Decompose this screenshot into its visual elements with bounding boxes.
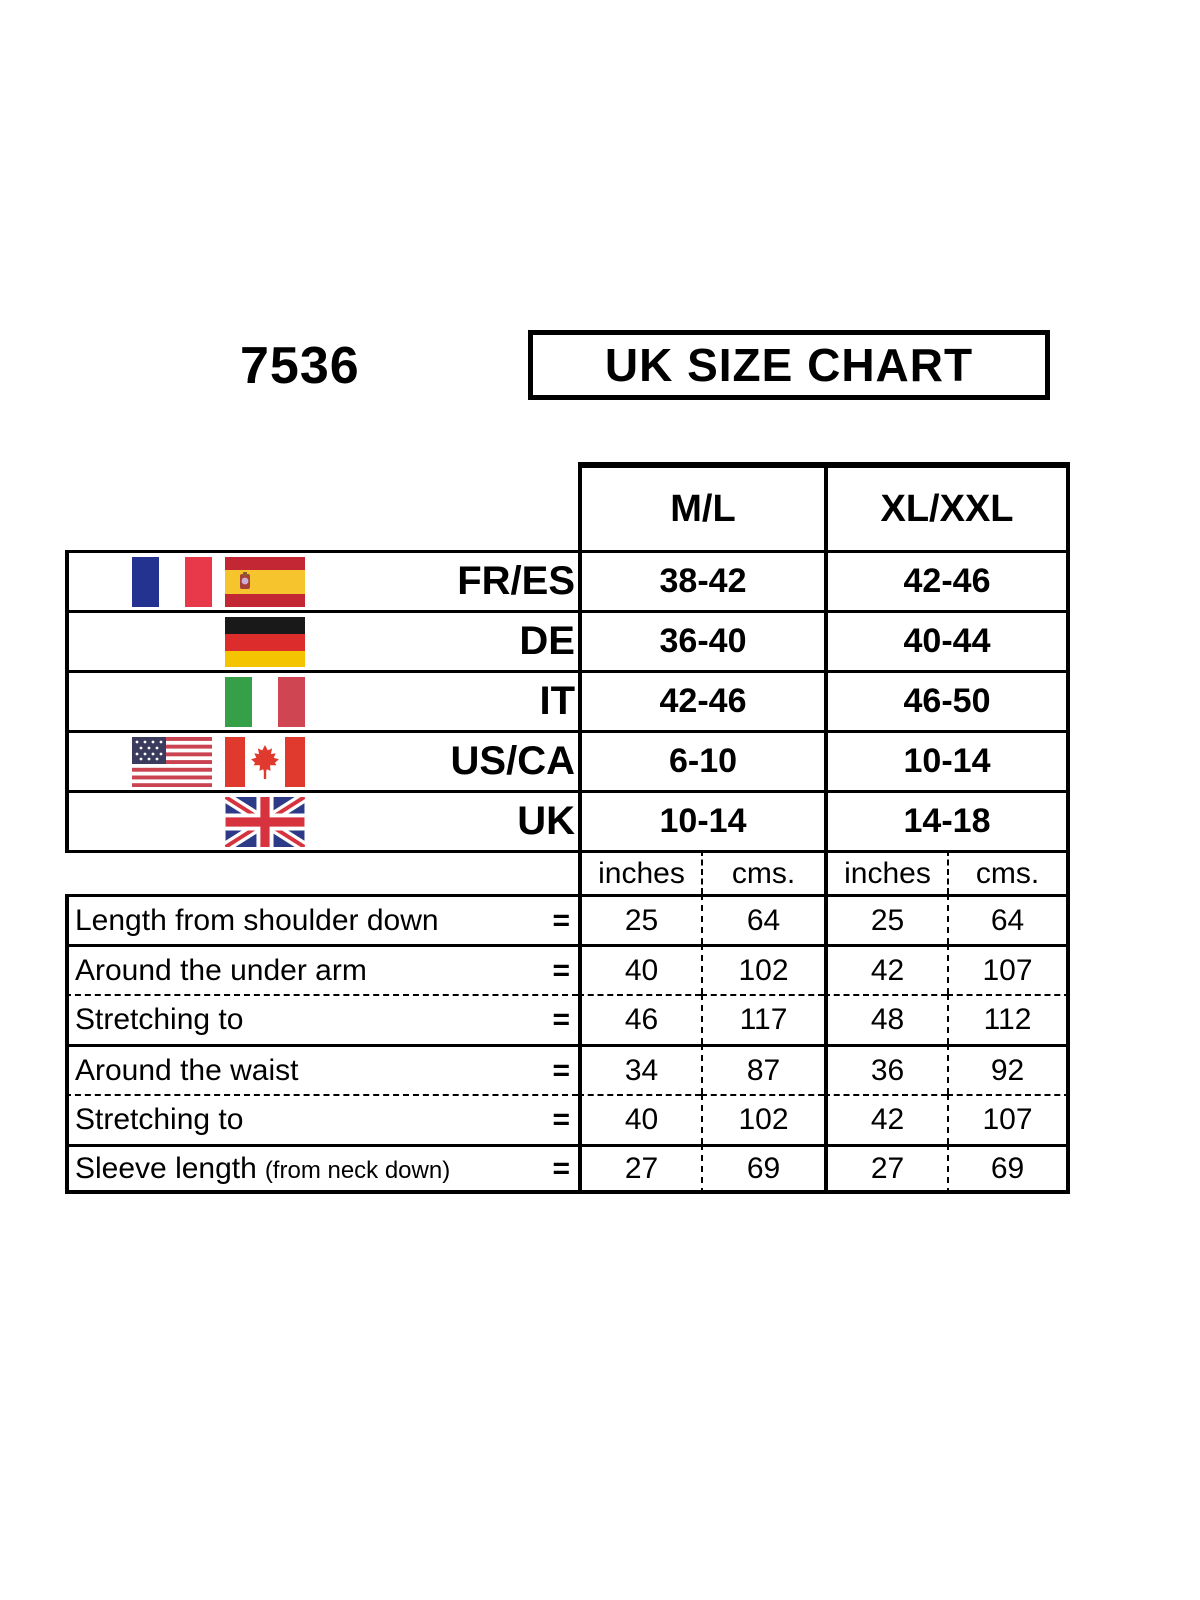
measurement-value: 27 xyxy=(824,1144,947,1194)
country-code: DE xyxy=(519,619,575,663)
equals-sign: = xyxy=(552,1151,570,1185)
unit-header-xl-cms: cms. xyxy=(947,850,1070,894)
measurement-value: 87 xyxy=(701,1044,824,1094)
equals-sign: = xyxy=(552,1053,570,1087)
measurement-label: Around the under arm xyxy=(75,953,367,987)
size-cell: 10-14 xyxy=(824,730,1070,790)
measurement-row-label: Stretching to = xyxy=(65,1094,578,1144)
measurement-value: 102 xyxy=(701,944,824,994)
size-cell: 10-14 xyxy=(578,790,824,850)
page-title: UK SIZE CHART xyxy=(604,339,974,391)
measurement-value: 107 xyxy=(947,1094,1070,1144)
equals-sign: = xyxy=(552,1103,570,1136)
measurement-label: Length from shoulder down xyxy=(75,903,439,937)
size-cell: 42-46 xyxy=(578,670,824,730)
equals-sign: = xyxy=(552,1003,570,1036)
measurement-value: 92 xyxy=(947,1044,1070,1094)
measurement-value: 64 xyxy=(947,894,1070,944)
country-row-it-label: IT xyxy=(65,670,578,730)
measurement-value: 36 xyxy=(824,1044,947,1094)
france-flag-icon xyxy=(132,556,212,607)
measurement-row-label: Sleeve length (from neck down) = xyxy=(65,1144,578,1194)
size-cell: 42-46 xyxy=(824,550,1070,610)
country-code: IT xyxy=(539,679,575,723)
measurement-label: Sleeve length xyxy=(75,1151,257,1185)
flag-group xyxy=(127,676,305,727)
italy-flag-icon xyxy=(225,676,305,727)
flag-group xyxy=(127,556,305,607)
country-row-fres-label: FR/ES xyxy=(65,550,578,610)
size-cell: 36-40 xyxy=(578,610,824,670)
item-number: 7536 xyxy=(240,337,360,395)
measurement-value: 25 xyxy=(578,894,701,944)
measurement-label-note: (from neck down) xyxy=(264,1156,451,1184)
measurement-row-label: Length from shoulder down = xyxy=(65,894,578,944)
country-row-uk-label: UK xyxy=(65,790,578,850)
measurement-label: Stretching to xyxy=(75,1003,244,1036)
unit-header-ml-inches: inches xyxy=(578,850,701,894)
country-code: UK xyxy=(517,799,575,843)
unit-header-xl-inches: inches xyxy=(824,850,947,894)
country-row-de-label: DE xyxy=(65,610,578,670)
size-chart-table: M/L XL/XXL FR/ES 38-42 42-46 DE 36-40 40… xyxy=(65,462,1070,1194)
measurement-value: 64 xyxy=(701,894,824,944)
measurement-value: 42 xyxy=(824,944,947,994)
flag-group xyxy=(127,796,305,847)
measurement-value: 46 xyxy=(578,994,701,1044)
unit-header-ml-cms: cms. xyxy=(701,850,824,894)
measurement-value: 40 xyxy=(578,944,701,994)
measurement-label: Stretching to xyxy=(75,1103,244,1136)
canada-flag-icon xyxy=(225,736,305,787)
measurement-value: 69 xyxy=(947,1144,1070,1194)
measurement-value: 69 xyxy=(701,1144,824,1194)
country-code: FR/ES xyxy=(457,559,575,603)
measurement-value: 117 xyxy=(701,994,824,1044)
measurement-value: 102 xyxy=(701,1094,824,1144)
uk-flag-icon xyxy=(225,796,305,847)
measurement-row-label: Around the under arm = xyxy=(65,944,578,994)
equals-sign: = xyxy=(552,903,570,937)
measurement-row-label: Around the waist = xyxy=(65,1044,578,1094)
size-cell: 14-18 xyxy=(824,790,1070,850)
measurement-value: 107 xyxy=(947,944,1070,994)
measurement-value: 40 xyxy=(578,1094,701,1144)
size-cell: 46-50 xyxy=(824,670,1070,730)
size-cell: 40-44 xyxy=(824,610,1070,670)
title-box: UK SIZE CHART xyxy=(528,330,1050,400)
measurement-value: 48 xyxy=(824,994,947,1044)
measurement-value: 34 xyxy=(578,1044,701,1094)
spain-flag-icon xyxy=(225,556,305,607)
measurement-value: 25 xyxy=(824,894,947,944)
size-header-ml: M/L xyxy=(578,462,824,550)
measurement-value: 42 xyxy=(824,1094,947,1144)
flag-group xyxy=(127,616,305,667)
usa-flag-icon xyxy=(132,736,212,787)
measurement-value: 112 xyxy=(947,994,1070,1044)
equals-sign: = xyxy=(552,953,570,987)
units-spacer-cell xyxy=(65,850,578,894)
country-row-usca-label: US/CA xyxy=(65,730,578,790)
header-spacer-cell xyxy=(65,462,578,550)
size-header-xlxxl: XL/XXL xyxy=(824,462,1070,550)
measurement-label: Around the waist xyxy=(75,1053,299,1087)
country-code: US/CA xyxy=(450,739,575,783)
measurement-row-label: Stretching to = xyxy=(65,994,578,1044)
measurement-value: 27 xyxy=(578,1144,701,1194)
size-cell: 38-42 xyxy=(578,550,824,610)
size-cell: 6-10 xyxy=(578,730,824,790)
flag-group xyxy=(127,736,305,787)
germany-flag-icon xyxy=(225,616,305,667)
